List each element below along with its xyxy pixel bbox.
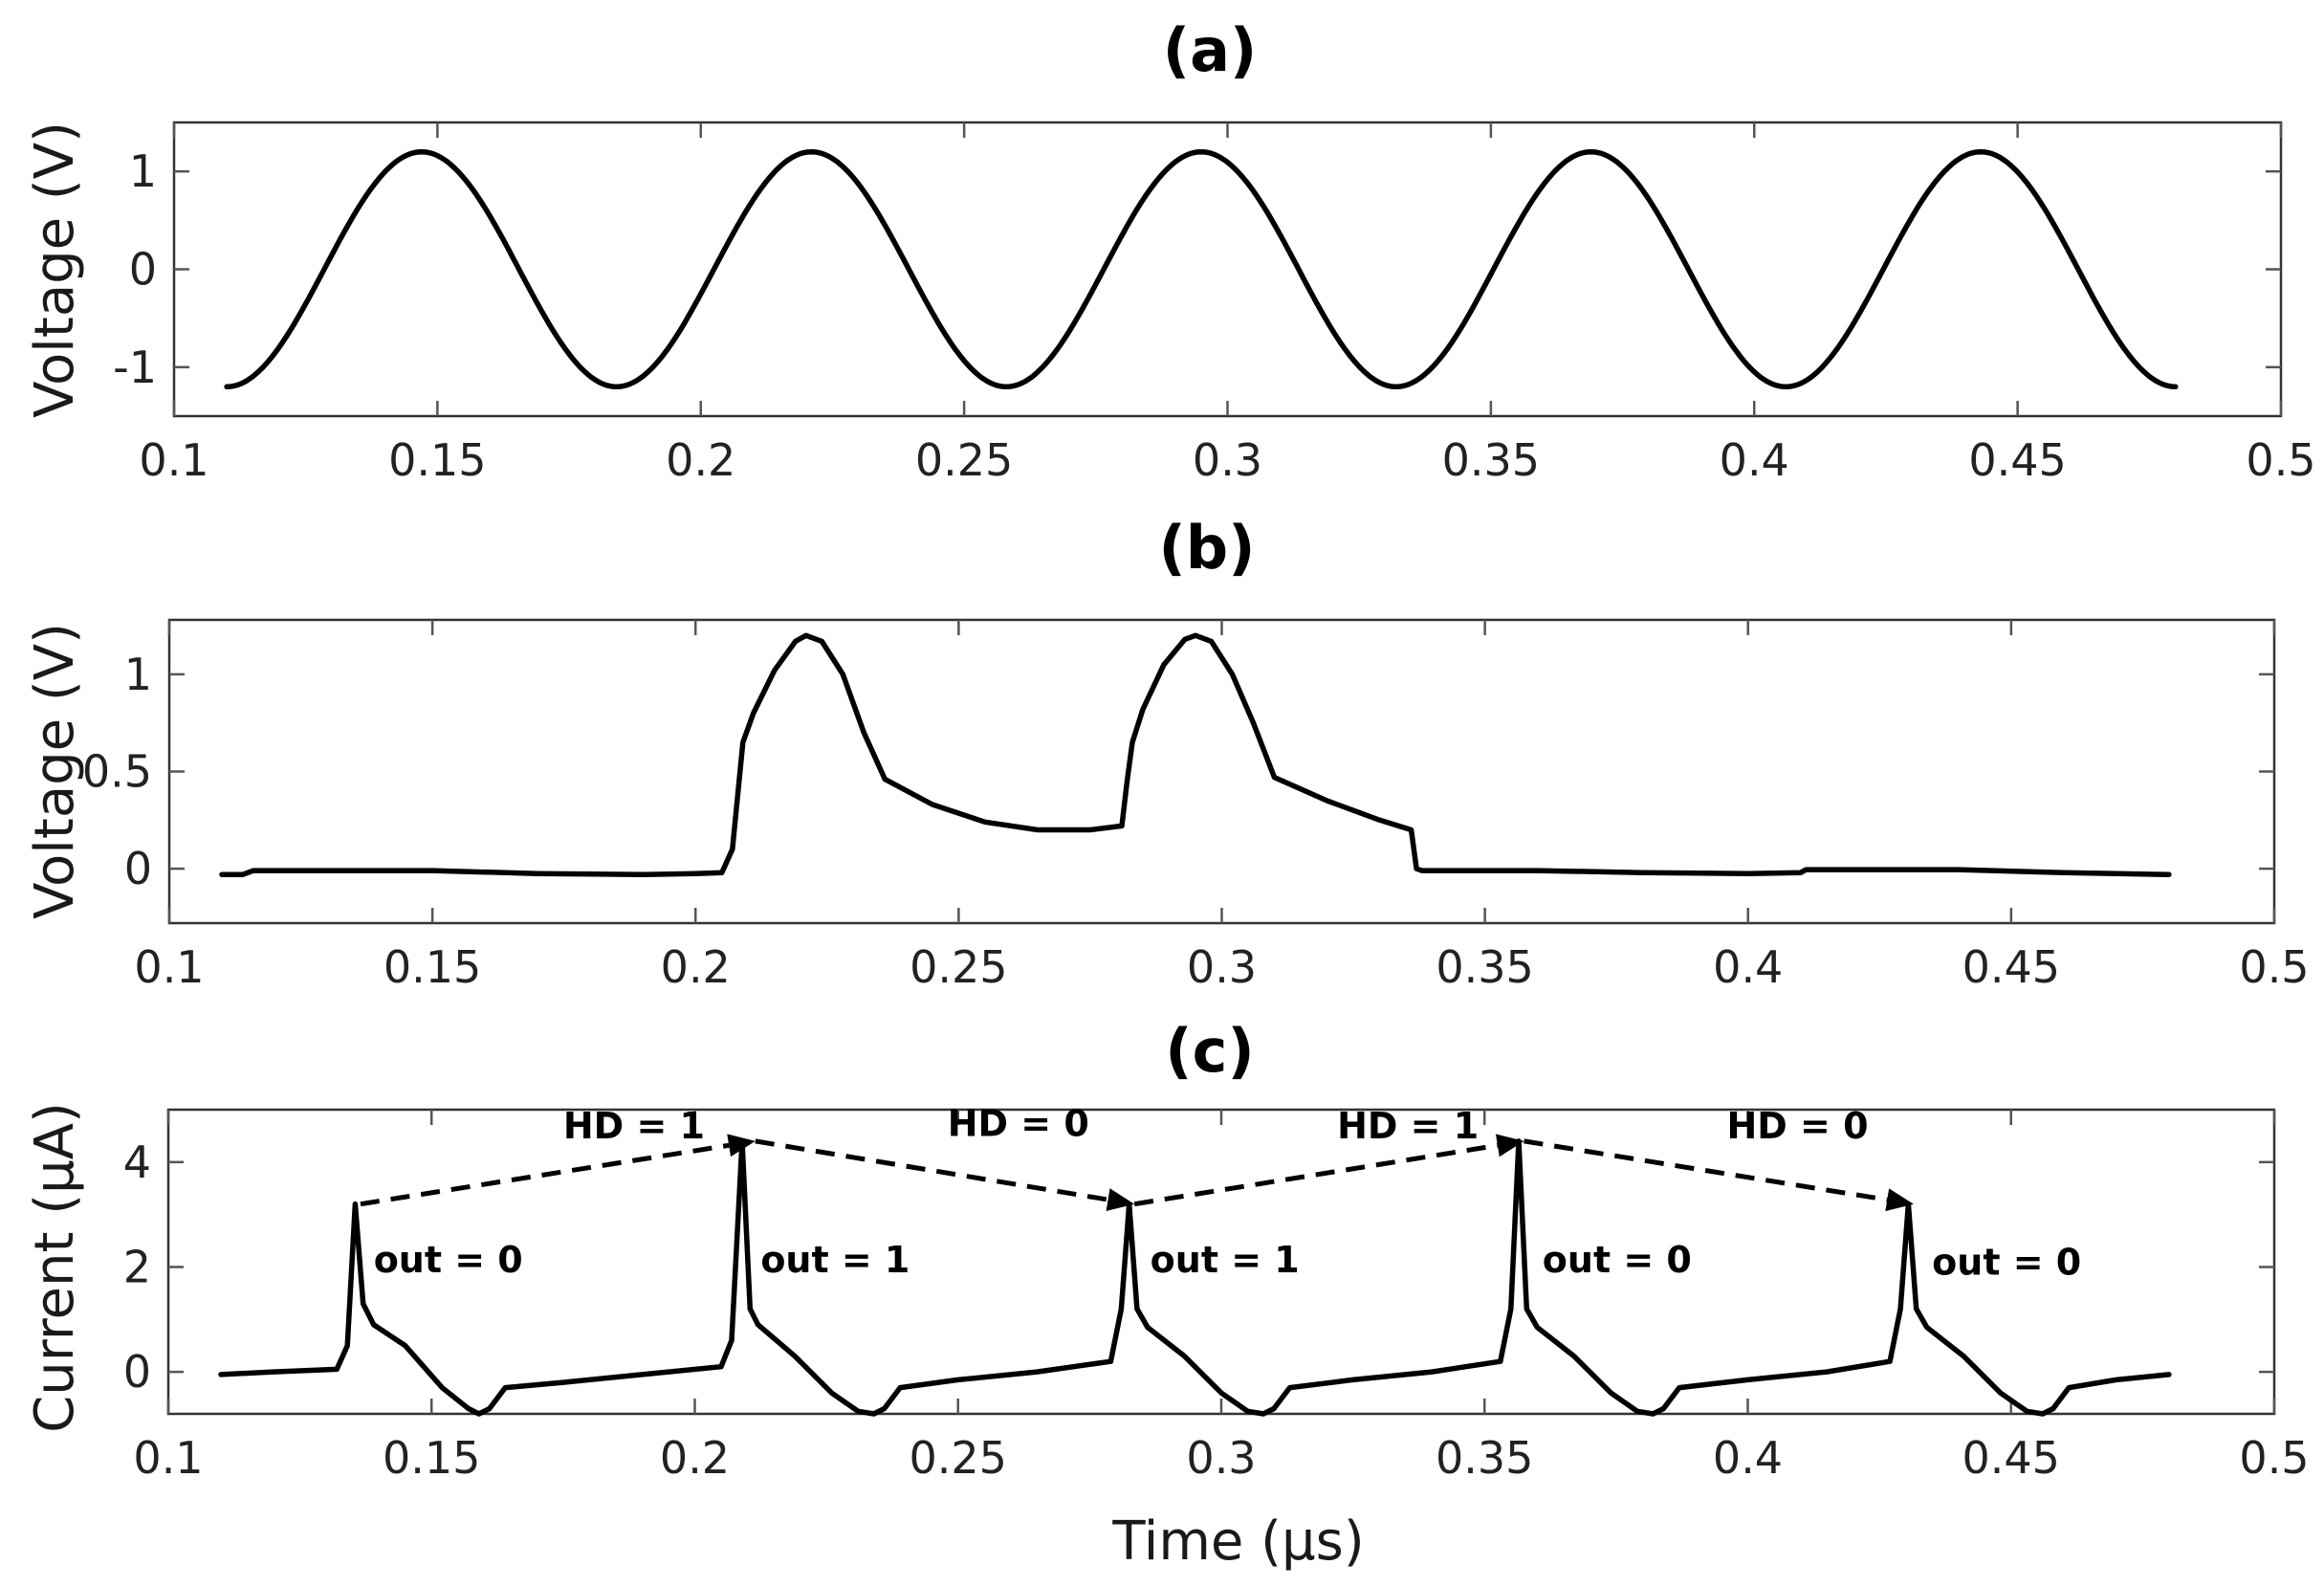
panel-a-frame bbox=[172, 121, 2283, 418]
x-tick-label: 0.5 bbox=[2239, 941, 2309, 993]
x-tick-label: 0.3 bbox=[1187, 941, 1257, 993]
x-tick-label: 0.15 bbox=[383, 1432, 480, 1484]
panel-a-series-line bbox=[224, 148, 2179, 390]
x-tick-label: 0.35 bbox=[1442, 434, 1540, 486]
y-tick-label: 1 bbox=[129, 145, 157, 197]
x-tick-label: 0.45 bbox=[1962, 1432, 2060, 1484]
panel-a-y-ticks: -1 0 1 bbox=[113, 145, 2281, 393]
panel-a: (a) Voltage (V) 0.1 0.15 0.2 0.25 0.3 0.35 0.4… bbox=[24, 15, 2316, 486]
hd-arrow-head bbox=[1495, 1134, 1524, 1157]
panel-c: (c) Current (μA) Time (μs) 0.1 0.15 0.2 0.2… bbox=[24, 1016, 2310, 1573]
x-tick-label: 0.15 bbox=[388, 434, 486, 486]
x-tick-label: 0.35 bbox=[1436, 1432, 1533, 1484]
x-tick-label: 0.1 bbox=[139, 434, 208, 486]
annotation-label: out = 0 bbox=[1932, 1242, 2081, 1284]
x-tick-label: 0.3 bbox=[1186, 1432, 1256, 1484]
panel-b-x-ticks: 0.1 0.15 0.2 0.25 0.3 0.35 0.4 0.45 0.5 bbox=[134, 620, 2310, 993]
x-tick-label: 0.3 bbox=[1193, 434, 1262, 486]
panel-c-x-ticks: 0.1 0.15 0.2 0.25 0.3 0.35 0.4 0.45 0.5 bbox=[133, 1110, 2310, 1484]
panel-c-title: (c) bbox=[1165, 1016, 1254, 1086]
x-tick-label: 0.2 bbox=[660, 1432, 730, 1484]
annotation-label: HD = 1 bbox=[1337, 1105, 1479, 1147]
panel-c-y-axis-label: Current (μA) bbox=[24, 1102, 86, 1433]
annotation-label: HD = 1 bbox=[563, 1105, 705, 1147]
x-tick-label: 0.2 bbox=[666, 434, 735, 486]
x-tick-label: 0.4 bbox=[1713, 941, 1783, 993]
y-tick-label: 1 bbox=[124, 649, 152, 700]
panel-b-series-line bbox=[219, 632, 2172, 877]
hd-arrow-line bbox=[1133, 1142, 1499, 1207]
x-tick-label: 0.15 bbox=[384, 941, 481, 993]
hd-arrow-head bbox=[1106, 1188, 1135, 1211]
panel-c-x-axis-label: Time (μs) bbox=[1111, 1510, 1364, 1573]
x-tick-label: 0.25 bbox=[910, 941, 1007, 993]
hd-arrow-head bbox=[1885, 1188, 1914, 1212]
x-tick-label: 0.25 bbox=[910, 1432, 1007, 1484]
annotation-label: HD = 0 bbox=[948, 1102, 1089, 1144]
x-tick-label: 0.35 bbox=[1436, 941, 1533, 993]
panel-c-annotations: HD = 1 HD = 0 HD = 1 HD = 0 out = 0 out = 1 ou… bbox=[374, 1102, 2082, 1283]
annotation-label: out = 1 bbox=[1151, 1239, 1300, 1281]
panel-b: (b) Voltage (V) 0.1 0.15 0.2 0.25 0.3 0.35 0.4… bbox=[24, 513, 2310, 993]
x-tick-label: 0.2 bbox=[661, 941, 731, 993]
y-tick-label: 0 bbox=[124, 843, 152, 894]
annotation-label: out = 0 bbox=[1543, 1239, 1692, 1281]
y-tick-label: 2 bbox=[123, 1241, 151, 1292]
x-tick-label: 0.25 bbox=[915, 434, 1013, 486]
hd-arrow-head bbox=[727, 1134, 756, 1157]
y-tick-label: 4 bbox=[123, 1136, 151, 1188]
y-tick-label: 0 bbox=[129, 244, 157, 296]
panel-b-y-axis-label: Voltage (V) bbox=[24, 623, 86, 919]
panel-c-series-line bbox=[218, 1138, 2172, 1417]
x-tick-label: 0.5 bbox=[2239, 1432, 2309, 1484]
panel-a-title: (a) bbox=[1163, 15, 1258, 85]
x-tick-label: 0.1 bbox=[133, 1432, 203, 1484]
hd-arrow-line bbox=[755, 1138, 1108, 1202]
x-tick-label: 0.1 bbox=[134, 941, 204, 993]
y-tick-label: 0 bbox=[123, 1346, 151, 1398]
annotation-label: HD = 0 bbox=[1726, 1105, 1868, 1147]
annotation-label: out = 1 bbox=[760, 1239, 910, 1281]
hd-arrow-line bbox=[1524, 1138, 1888, 1202]
x-tick-label: 0.4 bbox=[1713, 1432, 1783, 1484]
panel-c-y-ticks: 0 2 4 bbox=[123, 1136, 2274, 1398]
panel-b-frame bbox=[167, 618, 2276, 925]
panel-a-x-ticks: 0.1 0.15 0.2 0.25 0.3 0.35 0.4 0.45 0.5 bbox=[139, 122, 2316, 486]
x-tick-label: 0.5 bbox=[2246, 434, 2315, 486]
panel-b-title: (b) bbox=[1158, 513, 1255, 583]
panel-c-arrows bbox=[360, 1134, 1914, 1212]
x-tick-label: 0.45 bbox=[1968, 434, 2066, 486]
y-tick-label: -1 bbox=[113, 342, 157, 393]
y-tick-label: 0.5 bbox=[82, 746, 152, 798]
annotation-label: out = 0 bbox=[374, 1239, 523, 1281]
x-tick-label: 0.4 bbox=[1720, 434, 1789, 486]
hd-arrow-line bbox=[360, 1142, 730, 1207]
panel-b-y-ticks: 00.51 bbox=[82, 649, 2274, 894]
x-tick-label: 0.45 bbox=[1962, 941, 2060, 993]
panel-a-y-axis-label: Voltage (V) bbox=[24, 121, 86, 418]
